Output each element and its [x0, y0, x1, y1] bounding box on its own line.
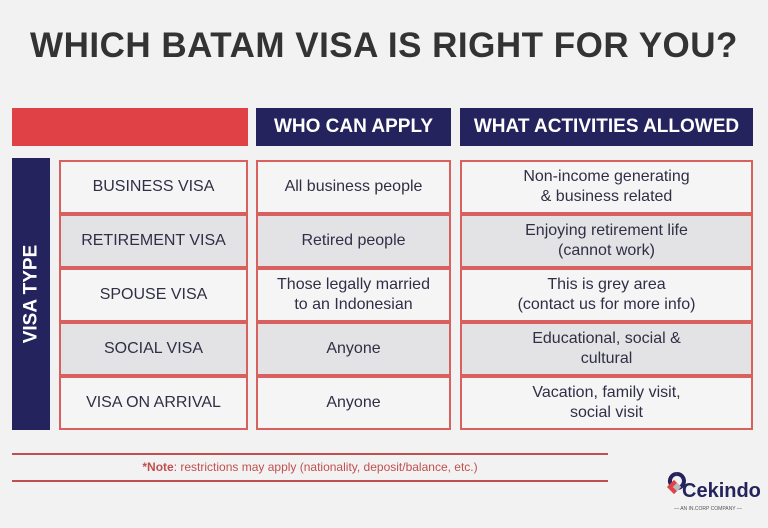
who-can-apply-cell-text: Anyone [326, 394, 381, 411]
activities-cell: Vacation, family visit, social visit [460, 376, 753, 430]
note-bottom-divider [12, 480, 608, 482]
who-can-apply-cell: All business people [256, 160, 451, 214]
visa-type-cell-text: RETIREMENT VISA [81, 232, 226, 249]
who-can-apply-cell: Retired people [256, 214, 451, 268]
header-activities-allowed: WHAT ACTIVITIES ALLOWED [460, 108, 753, 146]
visa-type-cell: SOCIAL VISA [59, 322, 248, 376]
who-can-apply-cell-text: All business people [284, 178, 423, 195]
header-accent-bar [12, 108, 248, 146]
note-text: : restrictions may apply (nationality, d… [173, 460, 478, 474]
activities-cell-text: Enjoying retirement life (cannot work) [525, 222, 688, 259]
cekindo-logo-icon [666, 472, 686, 495]
activities-cell: Enjoying retirement life (cannot work) [460, 214, 753, 268]
visa-type-cell: SPOUSE VISA [59, 268, 248, 322]
visa-type-cell: BUSINESS VISA [59, 160, 248, 214]
visa-type-cell: RETIREMENT VISA [59, 214, 248, 268]
activities-cell-text: Non-income generating & business related [523, 168, 690, 205]
footnote: *Note: restrictions may apply (nationali… [12, 460, 608, 474]
note-label: *Note [142, 460, 174, 474]
who-can-apply-cell-text: Anyone [326, 340, 381, 357]
who-can-apply-cell-text: Retired people [301, 232, 406, 249]
visa-type-cell: VISA ON ARRIVAL [59, 376, 248, 430]
logo-tagline: — AN IN.CORP COMPANY — [674, 506, 742, 512]
logo-name: Cekindo [682, 480, 761, 502]
page-title: WHICH BATAM VISA IS RIGHT FOR YOU? [30, 26, 738, 65]
visa-type-cell-text: VISA ON ARRIVAL [86, 394, 221, 411]
header-who-can-apply: WHO CAN APPLY [256, 108, 451, 146]
who-can-apply-cell: Anyone [256, 322, 451, 376]
activities-cell: Non-income generating & business related [460, 160, 753, 214]
visa-type-cell-text: SOCIAL VISA [104, 340, 203, 357]
activities-cell-text: Vacation, family visit, social visit [532, 384, 681, 421]
note-top-divider [12, 453, 608, 455]
visa-type-label-text: VISA TYPE [20, 244, 42, 344]
who-can-apply-cell: Anyone [256, 376, 451, 430]
who-can-apply-cell: Those legally married to an Indonesian [256, 268, 451, 322]
activities-cell: This is grey area (contact us for more i… [460, 268, 753, 322]
activities-cell-text: Educational, social & cultural [532, 330, 681, 367]
visa-type-cell-text: BUSINESS VISA [92, 178, 215, 195]
activities-cell: Educational, social & cultural [460, 322, 753, 376]
cekindo-logo: Cekindo — AN IN.CORP COMPANY — [662, 470, 761, 516]
who-can-apply-cell-text: Those legally married to an Indonesian [277, 276, 430, 313]
visa-type-side-label: VISA TYPE [12, 158, 50, 430]
activities-cell-text: This is grey area (contact us for more i… [517, 276, 696, 313]
visa-type-cell-text: SPOUSE VISA [99, 286, 208, 303]
